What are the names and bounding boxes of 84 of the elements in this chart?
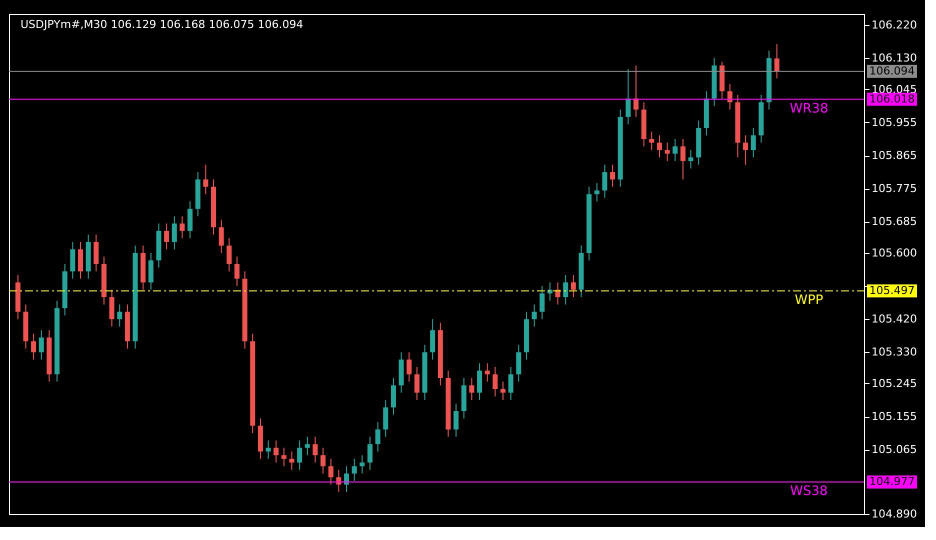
- y-tick-label: 105.245: [872, 376, 917, 390]
- candlestick: [117, 304, 122, 327]
- candlestick: [328, 458, 334, 486]
- candlestick: [188, 201, 193, 239]
- candlestick: [297, 440, 302, 470]
- candlestick: [406, 352, 412, 382]
- candlestick: [360, 454, 365, 474]
- candlestick: [516, 344, 522, 382]
- y-tick-label: 105.330: [872, 346, 917, 359]
- candlestick: [547, 282, 552, 302]
- candlestick: [94, 234, 99, 272]
- candlestick: [31, 333, 36, 360]
- candlestick: [281, 447, 286, 467]
- candlestick: [688, 150, 694, 169]
- candlestick: [203, 164, 208, 195]
- candlestick: [492, 366, 498, 397]
- ref-line-label: WR38: [790, 101, 828, 116]
- candlestick: [774, 44, 780, 79]
- y-tick-label: 105.420: [872, 312, 917, 326]
- text: 106.094: [869, 64, 915, 78]
- y-tick-label: 105.600: [872, 246, 917, 260]
- candlestick: [430, 318, 436, 360]
- candlestick: [750, 127, 756, 158]
- candlestick: [352, 458, 357, 482]
- y-tick-label: 105.955: [872, 116, 917, 129]
- candlestick: [344, 466, 350, 492]
- candlestick: [383, 400, 388, 438]
- chart-title: USDJPYm#,M30 106.129 106.168 106.075 106.094: [20, 18, 304, 31]
- y-tick-label: 106.130: [872, 52, 917, 65]
- candlestick: [649, 131, 654, 151]
- candlestick: [570, 274, 576, 298]
- candlestick: [672, 138, 678, 162]
- y-tick-label: 104.890: [872, 508, 917, 520]
- candlestick: [727, 83, 732, 110]
- candlestick: [180, 216, 185, 239]
- candlestick: [367, 436, 372, 470]
- y-tick-label: 105.775: [872, 182, 917, 196]
- candlestick: [164, 223, 170, 250]
- candlestick: [477, 362, 482, 401]
- candlestick: [218, 219, 224, 254]
- ref-line-label: WPP: [794, 292, 824, 308]
- candlestick: [563, 274, 568, 305]
- candlestick: [289, 451, 294, 470]
- candlestick: [390, 377, 396, 416]
- candlestick: [540, 286, 545, 320]
- candlestick: [634, 64, 639, 118]
- ref-line-label: WS38: [790, 484, 828, 500]
- candlestick: [304, 436, 310, 456]
- candlestick: [226, 238, 232, 272]
- candlestick: [109, 289, 114, 327]
- candlestick: [234, 256, 240, 287]
- y-tick-label: 105.065: [872, 443, 917, 456]
- candlestick: [664, 142, 670, 162]
- candlestick: [78, 241, 84, 280]
- candlestick: [469, 377, 474, 401]
- candlestick: [532, 304, 537, 327]
- candlestick: [375, 422, 380, 452]
- candlestick: [743, 134, 748, 166]
- candlestick: [656, 134, 662, 158]
- text: 105.497: [869, 284, 915, 297]
- candlestick: [602, 164, 608, 198]
- candlestick: [172, 216, 177, 250]
- candlestick: [500, 381, 506, 401]
- candlestick: [508, 366, 514, 401]
- candlestick: [148, 252, 154, 290]
- y-tick-label: 105.685: [872, 215, 917, 228]
- candlestick: [484, 362, 490, 382]
- y-tick-label: 105.865: [872, 149, 917, 162]
- candlestick: [594, 182, 600, 202]
- text: 106.018: [869, 92, 915, 106]
- text: 104.977: [869, 475, 915, 488]
- candlestick: [454, 403, 459, 438]
- candlestick: [38, 330, 44, 360]
- y-tick-label: 106.220: [872, 18, 917, 32]
- candlestick: [274, 440, 279, 464]
- candlestick: [312, 436, 318, 464]
- candlestick: [320, 447, 326, 474]
- y-tick-label: 105.155: [872, 410, 917, 424]
- candlestick: [70, 241, 76, 280]
- candlestick: [266, 440, 271, 460]
- candlestick: [414, 366, 420, 401]
- candlestick: [626, 68, 631, 125]
- candlestick: [610, 164, 616, 188]
- candlestick: [680, 138, 686, 180]
